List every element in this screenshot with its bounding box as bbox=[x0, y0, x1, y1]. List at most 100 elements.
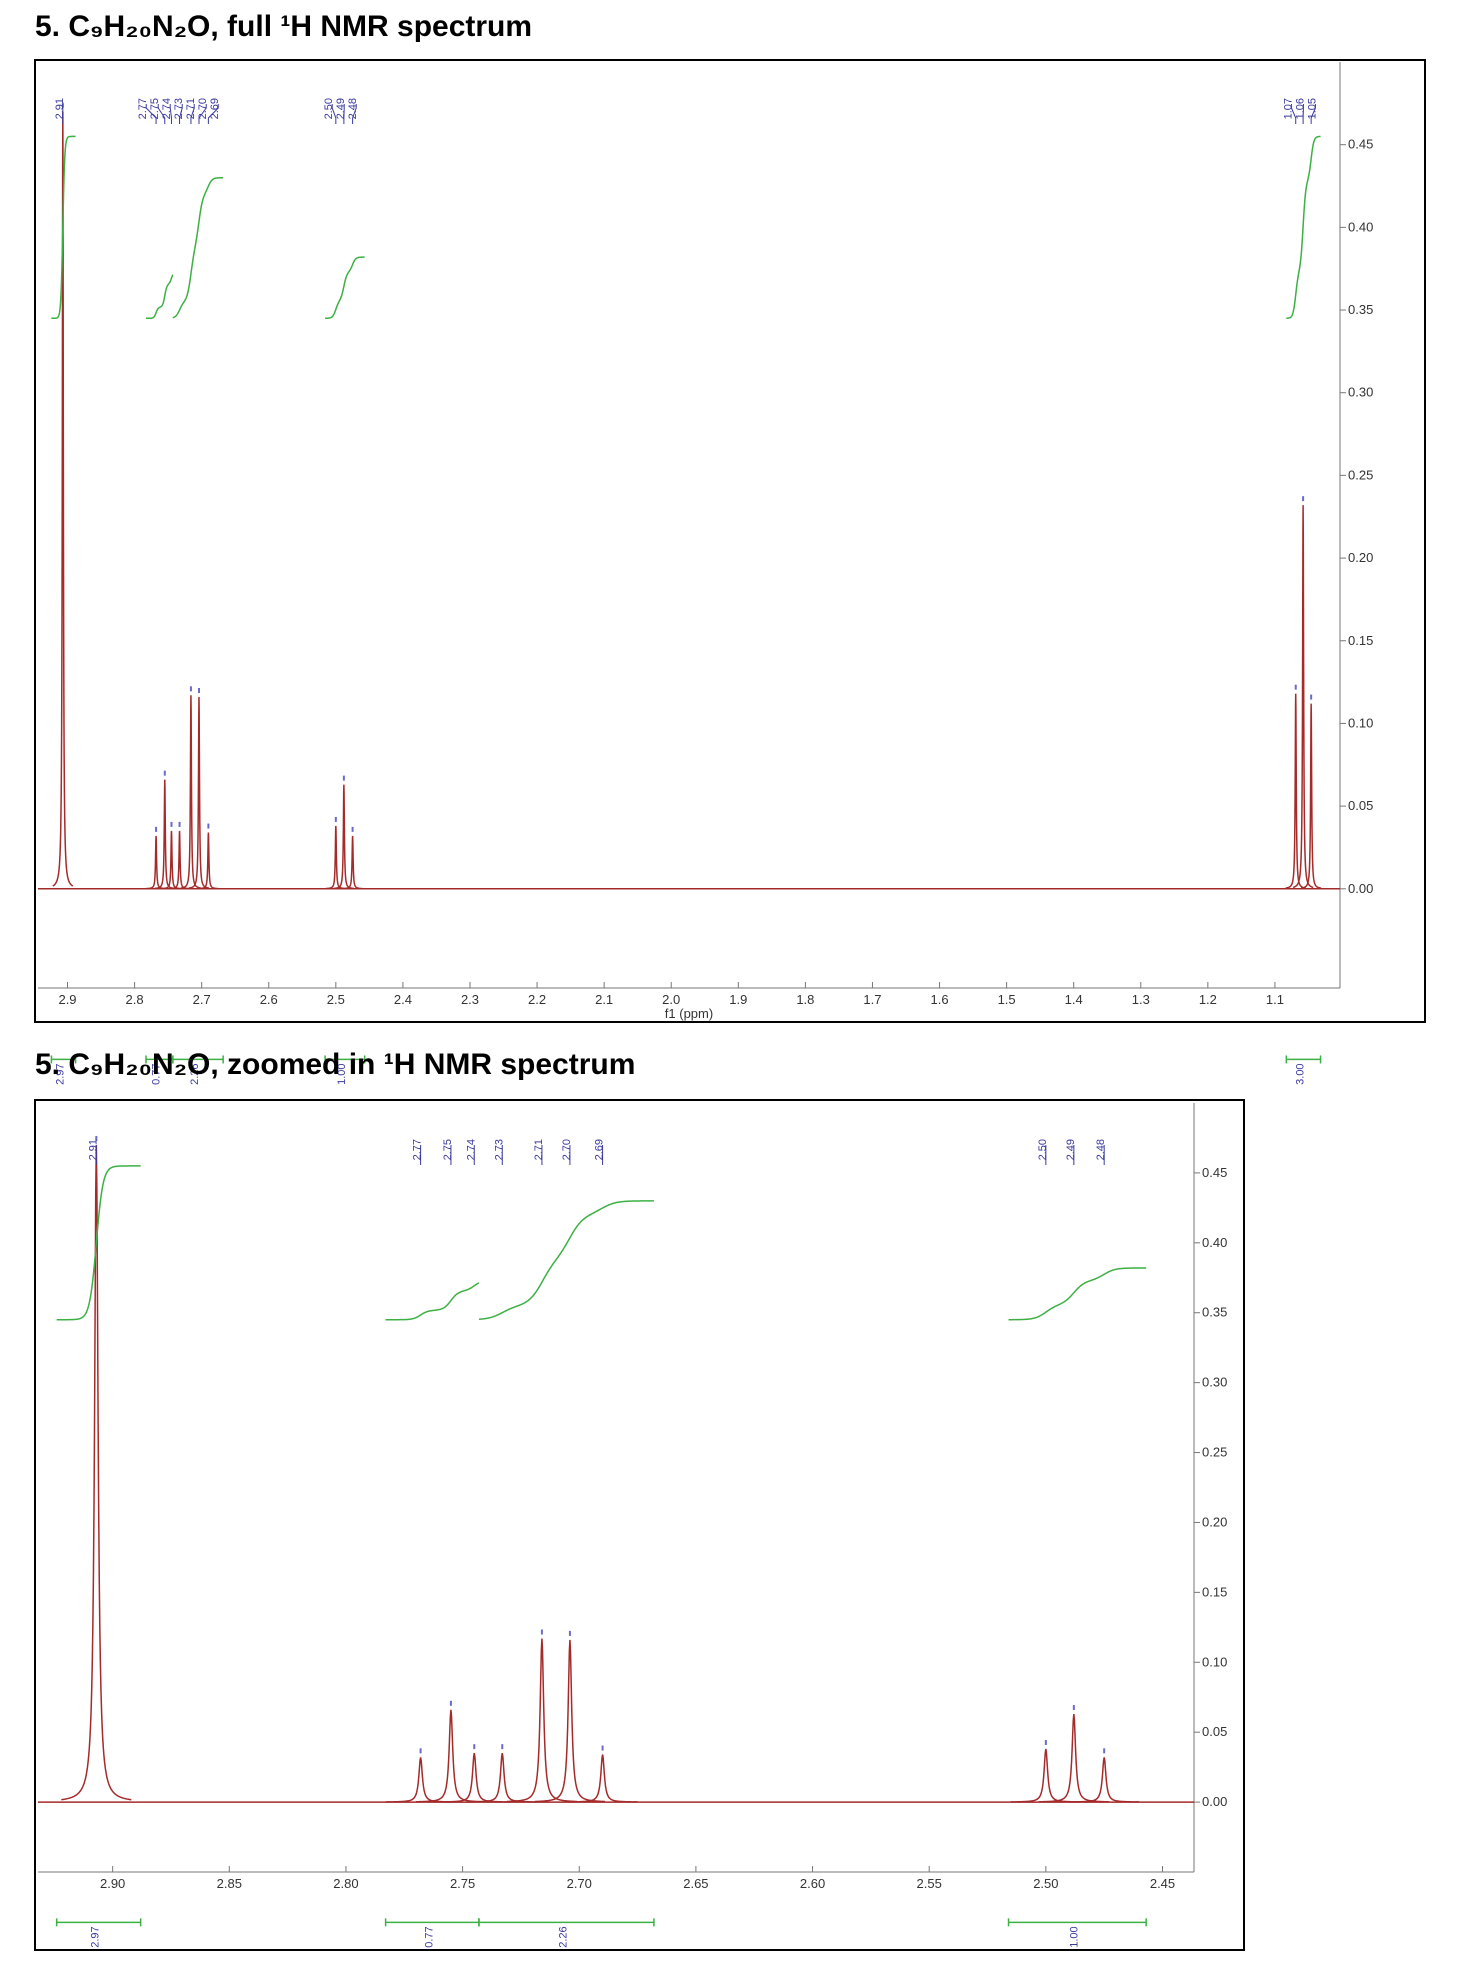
x-tick-label: 1.4 bbox=[1065, 992, 1083, 1007]
peak bbox=[1301, 703, 1322, 889]
peak-label: 2.70 bbox=[197, 98, 209, 119]
peak bbox=[169, 830, 190, 890]
peak-label: 2.70 bbox=[561, 1139, 573, 1160]
peak bbox=[198, 832, 219, 890]
y-tick-label: 0.20 bbox=[1348, 550, 1373, 565]
peak-label: 2.71 bbox=[533, 1139, 545, 1160]
integral-curve bbox=[1286, 135, 1321, 319]
integral-curve bbox=[325, 256, 365, 320]
integral-curve bbox=[56, 1165, 141, 1321]
peak-label-connector bbox=[207, 104, 219, 124]
integral-curve bbox=[51, 135, 76, 320]
integral-label: 0.77 bbox=[423, 1926, 435, 1947]
y-tick-label: 0.00 bbox=[1348, 881, 1373, 896]
integral-label: 2.97 bbox=[90, 1926, 102, 1947]
peak-label-connector bbox=[352, 104, 357, 124]
peak-label: 2.71 bbox=[185, 98, 197, 119]
peak bbox=[534, 1639, 605, 1803]
peak-label: 1.06 bbox=[1294, 98, 1306, 119]
y-tick-label: 0.25 bbox=[1202, 1445, 1227, 1460]
x-tick-label: 2.75 bbox=[450, 1876, 475, 1891]
x-tick-label: 2.7 bbox=[193, 992, 211, 1007]
peak bbox=[439, 1753, 510, 1803]
y-tick-label: 0.15 bbox=[1202, 1584, 1227, 1599]
y-tick-label: 0.15 bbox=[1348, 633, 1373, 648]
x-tick-label: 2.45 bbox=[1150, 1876, 1175, 1891]
y-tick-label: 0.30 bbox=[1348, 385, 1373, 400]
y-tick-label: 0.40 bbox=[1202, 1235, 1227, 1250]
integral-curve bbox=[385, 1282, 480, 1321]
peak-label: 2.77 bbox=[412, 1139, 424, 1160]
peak-label: 2.48 bbox=[1095, 1139, 1107, 1160]
peak-label-connector bbox=[198, 104, 207, 124]
peak bbox=[1069, 1757, 1140, 1803]
peak-label: 2.73 bbox=[493, 1139, 505, 1160]
y-tick-label: 0.35 bbox=[1348, 302, 1373, 317]
peak-label: 2.77 bbox=[137, 98, 149, 119]
x-tick-label: 2.0 bbox=[662, 992, 680, 1007]
x-tick-label: 1.5 bbox=[998, 992, 1016, 1007]
peak-label: 2.73 bbox=[173, 98, 185, 119]
x-tick-label: 2.90 bbox=[100, 1876, 125, 1891]
x-tick-label: 1.9 bbox=[729, 992, 747, 1007]
x-tick-label: 2.6 bbox=[260, 992, 278, 1007]
peak-label-connector bbox=[169, 104, 172, 124]
x-axis-label: f1 (ppm) bbox=[665, 1006, 713, 1021]
x-tick-label: 1.1 bbox=[1266, 992, 1284, 1007]
x-tick-label: 2.55 bbox=[917, 1876, 942, 1891]
integral-curve bbox=[146, 274, 174, 320]
peak-label: 2.91 bbox=[87, 1139, 99, 1160]
integral-curve bbox=[1008, 1267, 1147, 1321]
x-tick-label: 2.65 bbox=[683, 1876, 708, 1891]
x-tick-label: 2.2 bbox=[528, 992, 546, 1007]
x-tick-label: 1.8 bbox=[796, 992, 814, 1007]
peak bbox=[161, 830, 182, 890]
y-tick-label: 0.10 bbox=[1348, 715, 1373, 730]
peak bbox=[1038, 1713, 1109, 1803]
y-tick-label: 0.30 bbox=[1202, 1375, 1227, 1390]
x-tick-label: 2.70 bbox=[567, 1876, 592, 1891]
y-tick-label: 0.10 bbox=[1202, 1654, 1227, 1669]
peak-label-connector bbox=[1310, 104, 1316, 124]
peak-label: 1.07 bbox=[1282, 98, 1294, 119]
y-tick-label: 0.45 bbox=[1348, 137, 1373, 152]
plot-area bbox=[38, 1144, 1194, 1803]
y-tick-label: 0.40 bbox=[1348, 219, 1373, 234]
y-tick-label: 0.20 bbox=[1202, 1514, 1227, 1529]
peak bbox=[61, 1144, 132, 1801]
peak bbox=[342, 835, 363, 890]
peak-label: 2.48 bbox=[347, 98, 359, 119]
integral-label: 3.00 bbox=[1294, 1063, 1306, 1084]
y-tick-label: 0.00 bbox=[1202, 1794, 1227, 1809]
y-tick-label: 0.05 bbox=[1202, 1724, 1227, 1739]
peak-label: 2.50 bbox=[1037, 1139, 1049, 1160]
peak-label: 2.74 bbox=[465, 1139, 477, 1160]
peak-label-connector bbox=[157, 104, 166, 124]
chart-title: 5. C₉H₂₀N₂O, zoomed in ¹H NMR spectrum bbox=[35, 1048, 635, 1081]
peak-label: 2.49 bbox=[1065, 1139, 1077, 1160]
x-tick-label: 2.1 bbox=[595, 992, 613, 1007]
peak-label: 2.74 bbox=[161, 98, 173, 119]
x-tick-label: 2.8 bbox=[126, 992, 144, 1007]
peak-label: 2.75 bbox=[149, 98, 161, 119]
peak bbox=[567, 1754, 638, 1803]
peak-label: 2.91 bbox=[54, 98, 66, 119]
peak-label-connector bbox=[179, 104, 183, 124]
peak-label: 2.50 bbox=[323, 98, 335, 119]
plot-area bbox=[38, 111, 1340, 890]
x-tick-label: 1.6 bbox=[931, 992, 949, 1007]
integral-label: 1.00 bbox=[1068, 1926, 1080, 1947]
x-tick-label: 1.3 bbox=[1132, 992, 1150, 1007]
y-tick-label: 0.25 bbox=[1348, 467, 1373, 482]
peak bbox=[385, 1757, 456, 1803]
integral-curve bbox=[172, 177, 224, 319]
integral-label: 2.26 bbox=[557, 1926, 569, 1947]
x-tick-label: 2.60 bbox=[800, 1876, 825, 1891]
peak-label-connector bbox=[145, 104, 157, 124]
y-tick-label: 0.45 bbox=[1202, 1165, 1227, 1180]
x-tick-label: 2.5 bbox=[327, 992, 345, 1007]
peak-label: 2.69 bbox=[209, 98, 221, 119]
peak-label: 1.05 bbox=[1306, 98, 1318, 119]
x-tick-label: 2.3 bbox=[461, 992, 479, 1007]
